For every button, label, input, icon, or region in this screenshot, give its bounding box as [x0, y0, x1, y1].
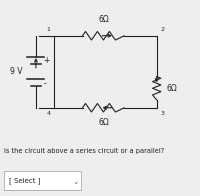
- Text: 3: 3: [160, 111, 164, 116]
- Text: 6Ω: 6Ω: [98, 15, 109, 24]
- Text: 2: 2: [160, 27, 164, 32]
- FancyBboxPatch shape: [4, 171, 81, 190]
- Text: +: +: [44, 55, 50, 64]
- Text: ⌄: ⌄: [73, 177, 79, 186]
- Text: -: -: [44, 79, 46, 88]
- Text: 1: 1: [46, 27, 50, 32]
- Text: 6Ω: 6Ω: [98, 118, 109, 127]
- Text: 4: 4: [46, 111, 50, 116]
- Text: 9 V: 9 V: [10, 67, 23, 76]
- Text: Is the circuit above a series circuit or a parallel?: Is the circuit above a series circuit or…: [4, 148, 165, 153]
- Text: 6Ω: 6Ω: [166, 84, 177, 93]
- Text: [ Select ]: [ Select ]: [9, 177, 41, 184]
